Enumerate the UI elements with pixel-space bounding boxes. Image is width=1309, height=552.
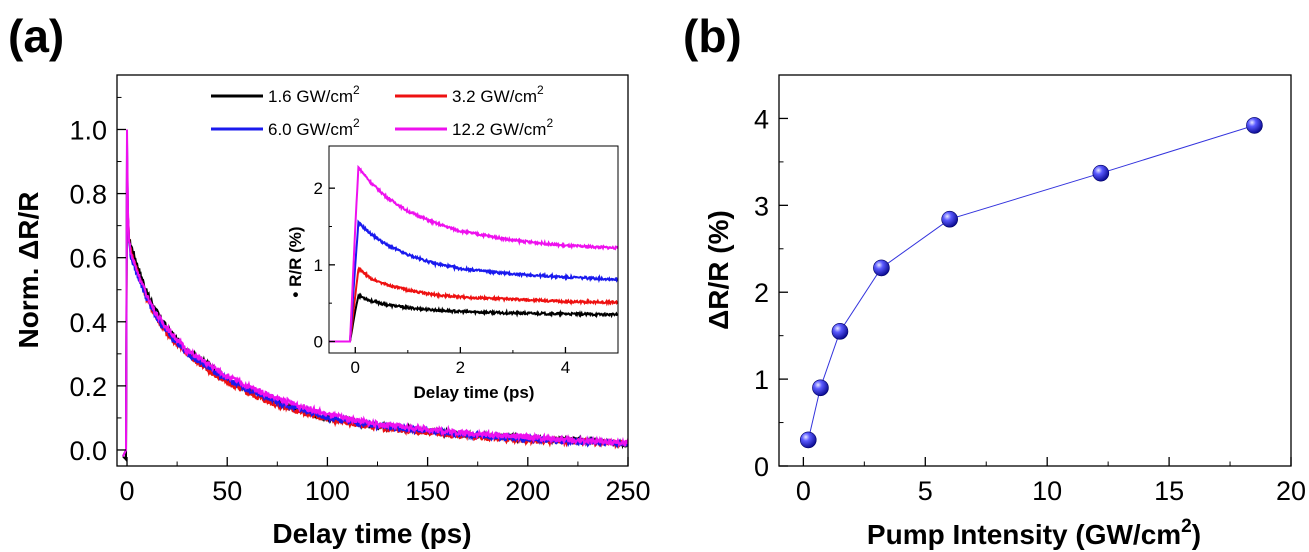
panel-a-ylabel: Norm. ΔR/R	[13, 191, 44, 348]
y-tick-label: 2	[314, 179, 323, 198]
x-tick-label: 20	[1276, 476, 1306, 506]
x-tick-label: 0	[796, 476, 811, 506]
data-point	[941, 210, 958, 228]
x-tick-label: 10	[1032, 476, 1062, 506]
panel-b-frame	[778, 74, 1292, 467]
connector-line	[807, 124, 1255, 441]
y-tick-label: 0	[314, 333, 323, 352]
y-tick-label: 0.0	[69, 436, 107, 466]
y-tick-label: 3	[754, 191, 769, 221]
y-tick-label: 1	[754, 365, 769, 395]
y-tick-label: 0.8	[69, 180, 107, 210]
inset-series-line-4	[329, 164, 618, 343]
panel-a-legend: 1.6 GW/cm2 3.2 GW/cm2 6.0 GW/cm2 12.2 GW…	[211, 83, 553, 139]
y-tick-label: 0.6	[69, 244, 107, 274]
x-tick-label: 50	[212, 476, 242, 506]
legend-label-2: 3.2 GW/cm2	[452, 83, 544, 106]
panel-b-ylabel: ΔR/R (%)	[703, 210, 734, 330]
x-tick-label: 15	[1154, 476, 1184, 506]
panel-b-xlabel: Pump Intensity (GW/cm2)	[867, 516, 1201, 550]
series-line-4	[122, 129, 628, 457]
y-tick-label: 0	[754, 452, 769, 482]
inset-series-layer	[329, 164, 618, 343]
panel-b-series-layer	[799, 117, 1263, 449]
x-tick-label: 250	[605, 476, 650, 506]
panel-b-chart: 0 5 10 15 20 0 1 2 3 4 Pump Intensity (GW/cm2) ΔR…	[703, 74, 1306, 550]
y-tick-label: 1.0	[69, 115, 107, 145]
inset-xlabel: Delay time (ps)	[414, 383, 535, 402]
data-point	[812, 379, 829, 397]
x-tick-label: 100	[305, 476, 350, 506]
y-tick-label: 0.4	[69, 308, 107, 338]
y-tick-label: 0.2	[69, 372, 107, 402]
panel-a-inset: 0 2 4 0 1 2 Delay time (ps) • R/R (%)	[286, 145, 619, 402]
x-tick-label: 0	[351, 358, 360, 377]
x-tick-label: 2	[456, 358, 465, 377]
y-tick-label: 2	[754, 278, 769, 308]
panel-a-xlabel: Delay time (ps)	[272, 518, 471, 549]
inset-ticks: 0 2 4 0 1 2	[314, 179, 619, 377]
y-tick-label: 4	[754, 104, 769, 134]
panel-a-label: (a)	[8, 10, 64, 62]
inset-series-line-2	[329, 266, 618, 343]
inset-series-line-3	[329, 219, 618, 343]
panel-a-frame	[116, 74, 629, 467]
legend-label-4: 12.2 GW/cm2	[452, 116, 553, 139]
data-point	[1246, 117, 1263, 134]
x-tick-label: 4	[561, 358, 570, 377]
data-point	[831, 323, 849, 340]
x-tick-label: 150	[405, 476, 450, 506]
x-tick-label: 200	[505, 476, 550, 506]
inset-background	[329, 146, 618, 353]
legend-label-1: 1.6 GW/cm2	[268, 83, 360, 106]
panel-b-label: (b)	[683, 10, 742, 62]
x-tick-label: 0	[120, 476, 135, 506]
data-point	[1092, 164, 1110, 182]
x-tick-label: 5	[918, 476, 933, 506]
panel-a-series-layer	[122, 129, 628, 463]
inset-ylabel: • R/R (%)	[286, 226, 305, 297]
legend-label-3: 6.0 GW/cm2	[268, 116, 360, 139]
data-point	[873, 259, 890, 277]
data-point	[799, 431, 817, 449]
inset-frame	[328, 145, 619, 354]
inset-series-line-1	[329, 292, 618, 343]
panel-b-ticks: 0 5 10 15 20 0 1 2 3 4	[754, 104, 1306, 506]
y-tick-label: 1	[314, 256, 323, 275]
